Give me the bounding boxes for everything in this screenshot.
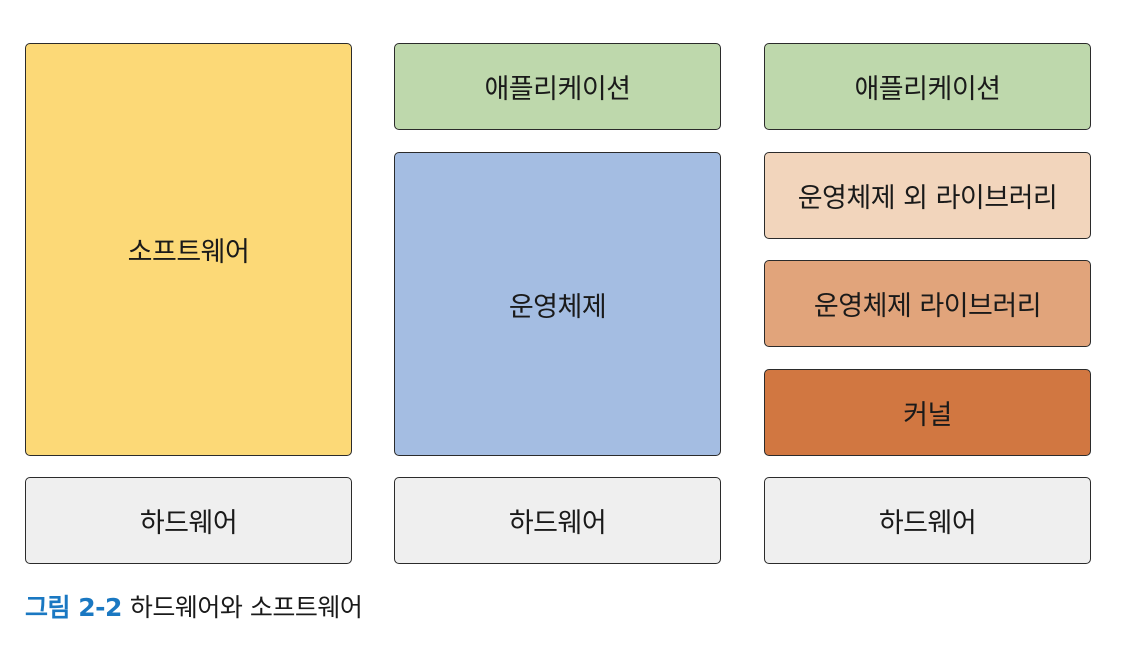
application-block-col2: 애플리케이션 — [394, 43, 721, 130]
hardware-block-col2: 하드웨어 — [394, 477, 721, 564]
application-label: 애플리케이션 — [854, 74, 1001, 105]
software-label: 소프트웨어 — [127, 237, 250, 268]
figure-caption: 그림 2-2 하드웨어와 소프트웨어 — [25, 588, 363, 624]
software-block: 소프트웨어 — [25, 43, 352, 456]
operating-system-block: 운영체제 — [394, 152, 721, 456]
operating-system-label: 운영체제 — [508, 291, 607, 323]
kernel-label: 커널 — [903, 400, 952, 431]
hardware-block-col3: 하드웨어 — [764, 477, 1091, 564]
figure-caption-text: 하드웨어와 소프트웨어 — [129, 593, 363, 622]
figure-number: 그림 2-2 — [25, 593, 122, 622]
non-os-library-block: 운영체제 외 라이브러리 — [764, 152, 1091, 239]
os-library-block: 운영체제 라이브러리 — [764, 260, 1091, 347]
hardware-label: 하드웨어 — [139, 508, 238, 539]
hardware-label: 하드웨어 — [508, 508, 607, 539]
kernel-block: 커널 — [764, 369, 1091, 456]
application-label: 애플리케이션 — [484, 74, 631, 105]
os-library-label: 운영체제 라이브러리 — [813, 291, 1042, 322]
hardware-block-col1: 하드웨어 — [25, 477, 352, 564]
non-os-library-label: 운영체제 외 라이브러리 — [797, 183, 1058, 214]
application-block-col3: 애플리케이션 — [764, 43, 1091, 130]
hardware-label: 하드웨어 — [878, 508, 977, 539]
